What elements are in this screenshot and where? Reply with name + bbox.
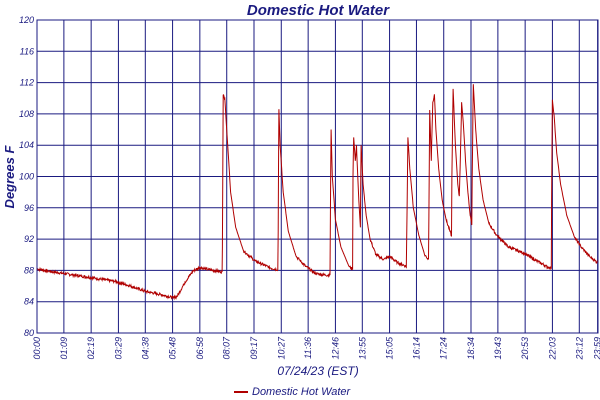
x-tick-label: 12:46 <box>330 337 340 360</box>
x-tick-label: 00:00 <box>32 337 42 360</box>
x-tick-label: 23:59 <box>593 337 600 361</box>
x-tick-label: 08:07 <box>222 336 232 360</box>
y-tick-label: 116 <box>20 46 34 56</box>
x-tick-label: 05:48 <box>168 337 178 360</box>
x-tick-label: 11:36 <box>303 337 313 359</box>
x-tick-label: 06:58 <box>195 337 205 360</box>
x-tick-label: 23:12 <box>574 337 584 361</box>
y-axis-ticks: 80 84 88 92 96 100 104 108 112 116 120 <box>19 15 34 338</box>
x-tick-label: 13:55 <box>357 336 367 360</box>
x-tick-label: 20:53 <box>520 337 530 361</box>
x-tick-label: 01:09 <box>59 337 69 360</box>
x-tick-label: 03:29 <box>113 337 123 360</box>
y-tick-label: 96 <box>24 203 34 213</box>
x-tick-label: 02:19 <box>86 337 96 360</box>
y-tick-label: 108 <box>19 109 34 119</box>
x-tick-label: 10:27 <box>276 336 286 360</box>
plot-frame <box>36 19 599 334</box>
x-tick-label: 22:03 <box>547 337 557 361</box>
x-axis-ticks: 00:00 01:09 02:19 03:29 04:38 05:48 06:58 08:07… <box>32 336 600 361</box>
y-tick-label: 120 <box>19 15 34 25</box>
chart-title: Domestic Hot Water <box>247 2 390 19</box>
legend: Domestic Hot Water <box>234 386 352 398</box>
x-tick-label: 15:05 <box>385 336 395 360</box>
y-tick-label: 104 <box>19 140 34 150</box>
y-tick-label: 100 <box>19 172 34 182</box>
y-tick-label: 88 <box>24 265 34 275</box>
x-tick-label: 18:34 <box>466 337 476 360</box>
legend-label: Domestic Hot Water <box>252 386 352 398</box>
series-line <box>36 84 599 301</box>
x-tick-label: 09:17 <box>249 336 259 360</box>
x-tick-label: 16:14 <box>411 337 421 360</box>
series-layer <box>36 84 599 301</box>
y-tick-label: 112 <box>20 78 34 88</box>
y-tick-label: 80 <box>24 328 34 338</box>
y-tick-label: 84 <box>24 297 34 307</box>
x-tick-label: 17:24 <box>439 337 449 360</box>
x-tick-label: 19:43 <box>493 337 503 360</box>
y-tick-label: 92 <box>24 234 34 244</box>
x-tick-label: 04:38 <box>140 337 150 360</box>
x-axis-label: 07/24/23 (EST) <box>277 364 358 378</box>
y-axis-label: Degrees F <box>2 145 17 209</box>
